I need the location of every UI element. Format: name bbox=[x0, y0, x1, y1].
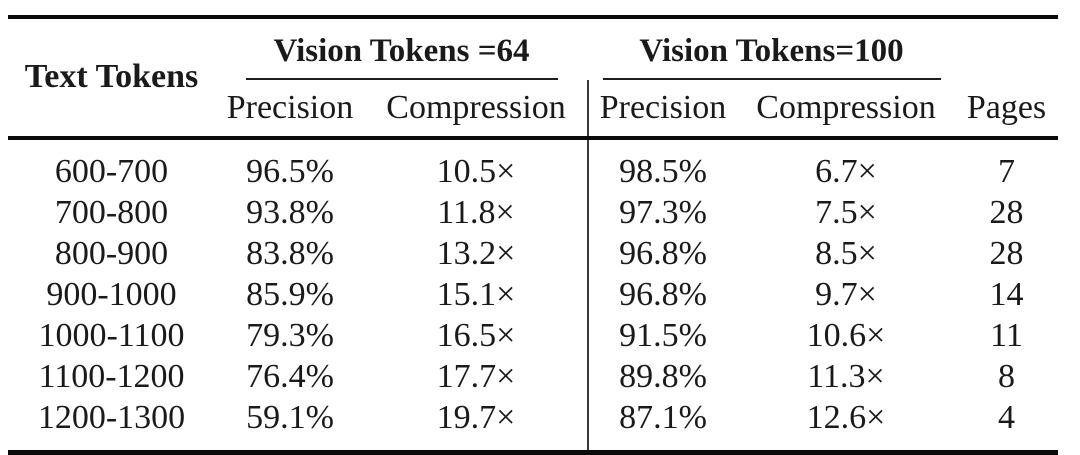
cell-precision-64: 59.1% bbox=[246, 399, 334, 437]
table-row: 1000-1100 79.3% 16.5× 91.5% 10.6× 11 bbox=[8, 315, 1058, 357]
cell-compression-100: 11.3× bbox=[807, 358, 885, 396]
cell-compression-100: 7.5× bbox=[815, 194, 877, 232]
cell-compression-64: 11.8× bbox=[437, 194, 515, 232]
table-row: 1100-1200 76.4% 17.7× 89.8% 11.3× 8 bbox=[8, 356, 1058, 398]
table-header: Text Tokens Vision Tokens =64 Vision Tok… bbox=[8, 17, 1058, 140]
cell-pages: 7 bbox=[998, 153, 1015, 191]
group-header-row: Text Tokens Vision Tokens =64 Vision Tok… bbox=[8, 17, 1058, 140]
cell-compression-100: 10.6× bbox=[806, 317, 886, 355]
table-row: 900-1000 85.9% 15.1× 96.8% 9.7× 14 bbox=[8, 274, 1058, 316]
cell-precision-100: 96.8% bbox=[587, 274, 737, 316]
cell-pages: 28 bbox=[989, 194, 1024, 232]
table-row: 600-700 96.5% 10.5× 98.5% 6.7× 7 bbox=[8, 137, 1058, 193]
cell-text-tokens: 900-1000 bbox=[46, 276, 177, 314]
cell-text-tokens: 1200-1300 bbox=[37, 399, 186, 437]
cell-compression-100: 9.7× bbox=[815, 276, 877, 314]
cell-precision-100: 96.8% bbox=[587, 233, 737, 275]
cell-compression-100: 8.5× bbox=[815, 235, 877, 273]
cell-pages: 11 bbox=[990, 317, 1023, 355]
group-underline-rule bbox=[602, 77, 941, 80]
cell-compression-64: 17.7× bbox=[436, 358, 516, 396]
cell-precision-64: 83.8% bbox=[246, 235, 334, 273]
group-label-vision-tokens-100: Vision Tokens=100 bbox=[639, 33, 904, 69]
cell-precision-64: 96.5% bbox=[246, 153, 334, 191]
table-body: 600-700 96.5% 10.5× 98.5% 6.7× 7 700-800… bbox=[8, 137, 1058, 453]
cell-precision-100: 91.5% bbox=[587, 315, 737, 357]
cell-compression-64: 16.5× bbox=[436, 317, 516, 355]
col-header-precision-100: Precision bbox=[587, 79, 737, 140]
cell-precision-64: 79.3% bbox=[246, 317, 334, 355]
cell-text-tokens: 1000-1100 bbox=[38, 317, 185, 355]
group-label-vision-tokens-64: Vision Tokens =64 bbox=[273, 33, 530, 69]
empty-header-cell bbox=[955, 17, 1058, 80]
group-header-vision-tokens-64: Vision Tokens =64 bbox=[215, 17, 588, 80]
cell-text-tokens: 700-800 bbox=[54, 194, 169, 232]
results-table: Text Tokens Vision Tokens =64 Vision Tok… bbox=[8, 15, 1058, 455]
col-header-compression-64: Compression bbox=[365, 79, 588, 140]
table-row: 800-900 83.8% 13.2× 96.8% 8.5× 28 bbox=[8, 233, 1058, 275]
cell-precision-64: 93.8% bbox=[246, 194, 334, 232]
cell-pages: 4 bbox=[998, 399, 1015, 437]
cell-compression-64: 19.7× bbox=[436, 399, 516, 437]
col-header-pages: Pages bbox=[955, 79, 1058, 140]
col-header-text-tokens: Text Tokens bbox=[8, 17, 215, 140]
cell-pages: 8 bbox=[998, 358, 1015, 396]
cell-compression-64: 15.1× bbox=[436, 276, 516, 314]
cell-text-tokens: 600-700 bbox=[54, 153, 169, 191]
cell-compression-100: 12.6× bbox=[806, 399, 886, 437]
cell-compression-64: 10.5× bbox=[436, 153, 516, 191]
cell-precision-100: 98.5% bbox=[587, 137, 737, 193]
group-header-vision-tokens-100: Vision Tokens=100 bbox=[588, 17, 955, 80]
cell-precision-64: 76.4% bbox=[246, 358, 334, 396]
col-header-compression-100: Compression bbox=[737, 79, 955, 140]
group-underline-rule bbox=[245, 77, 558, 80]
col-header-precision-64: Precision bbox=[215, 79, 365, 140]
cell-precision-100: 97.3% bbox=[587, 192, 737, 234]
cell-compression-100: 6.7× bbox=[815, 153, 877, 191]
cell-precision-100: 87.1% bbox=[587, 397, 737, 453]
cell-pages: 14 bbox=[989, 276, 1024, 314]
cell-precision-64: 85.9% bbox=[246, 276, 334, 314]
table-row: 700-800 93.8% 11.8× 97.3% 7.5× 28 bbox=[8, 192, 1058, 234]
sub-header-row: Precision Compression Precision Compress… bbox=[8, 79, 1058, 140]
cell-pages: 28 bbox=[989, 235, 1024, 273]
cell-compression-64: 13.2× bbox=[436, 235, 516, 273]
cell-precision-100: 89.8% bbox=[587, 356, 737, 398]
table-row: 1200-1300 59.1% 19.7× 87.1% 12.6× 4 bbox=[8, 397, 1058, 453]
cell-text-tokens: 1100-1200 bbox=[38, 358, 185, 396]
cell-text-tokens: 800-900 bbox=[54, 235, 169, 273]
